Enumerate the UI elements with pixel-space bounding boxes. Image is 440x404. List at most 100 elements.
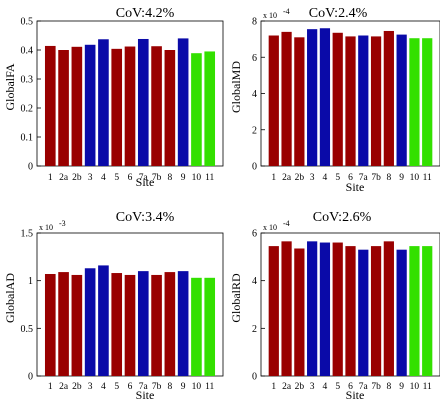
y-tick-label: 0.5 [21,17,34,28]
x-tick-label: 3 [310,173,315,183]
bar-site-4 [98,265,109,376]
bar-site-5 [111,48,123,167]
y-tick-label: 0 [252,372,257,383]
x-tick-label: 8 [167,173,172,183]
axis-exponent-label: x 10 [263,11,277,20]
chart-title: CoV:3.4% [116,210,175,225]
x-tick-label: 2a [59,173,69,183]
chart-title: CoV:4.2% [116,6,175,21]
axis-exponent-power: -4 [283,7,290,16]
x-tick-label: 5 [114,173,119,183]
bar-site-2a [281,31,292,166]
x-tick-label: 6 [128,173,133,183]
bar-site-3 [307,241,318,376]
panel-global-fa: CoV:4.2% GlobalFA Site 0 0.1 0.2 0.3 0.4 0.5 1… [3,6,224,189]
x-tick-label: 5 [114,382,119,392]
bar-site-7a [358,35,369,166]
y-tick-label: 1 [28,276,33,287]
bar-site-1 [44,45,56,166]
y-axis-label: GlobalRD [229,273,243,323]
x-tick-label: 11 [205,382,214,392]
x-tick-label: 4 [101,382,106,392]
bar-site-4 [319,28,331,166]
bar-site-1 [44,273,56,376]
y-tick-label: 0.2 [21,104,34,115]
x-tick-label: 3 [88,382,93,392]
x-tick-label: 1 [271,382,276,392]
bar-site-6 [124,46,136,166]
y-tick-label: 0.4 [21,46,34,57]
y-tick-label: 8 [252,17,257,28]
x-tick-label: 9 [399,173,404,183]
x-tick-label: 5 [335,173,340,183]
x-tick-label: 4 [323,382,328,392]
x-tick-label: 9 [181,382,186,392]
x-tick-label: 2b [295,173,305,183]
x-tick-label: 8 [386,382,391,392]
bar-site-9 [396,249,407,376]
bar-site-11 [422,246,433,376]
x-tick-label: 2a [282,382,292,392]
y-tick-label: 2 [252,324,257,335]
bar-site-8 [164,272,176,376]
x-tick-label: 2b [72,173,82,183]
x-tick-label: 7a [359,173,369,183]
bar-site-10 [191,53,202,166]
bar-site-11 [422,38,433,166]
bar-site-11 [204,277,216,376]
x-axis-label: Site [346,388,365,402]
bar-site-6 [124,274,136,376]
x-axis-label: Site [346,180,365,194]
bar-site-7b [151,274,162,376]
bar-site-7a [137,271,149,376]
x-tick-label: 7b [152,173,162,183]
axis-exponent-label: x 10 [39,223,53,232]
x-tick-label: 2a [59,382,69,392]
x-tick-label: 9 [399,382,404,392]
y-tick-label: 6 [252,229,257,240]
bar-site-7b [370,246,382,376]
bar-site-1 [268,246,279,376]
bar-site-10 [409,38,420,166]
x-tick-label: 7b [371,173,381,183]
x-axis-label: Site [136,175,155,189]
bar-site-3 [84,268,96,376]
bar-site-3 [84,44,96,166]
y-tick-label: 4 [252,276,257,287]
y-tick-label: 0 [28,372,33,383]
panel-global-ad: CoV:3.4% GlobalAD Site 0 0.5 1 1.5 x 10 -3 1 2a… [3,210,224,402]
bar-site-5 [332,242,343,376]
x-tick-label: 7a [139,173,149,183]
x-axis-label: Site [136,388,155,402]
y-tick-label: 2 [252,125,257,136]
bar-site-11 [204,51,216,167]
bar-site-7b [151,46,162,167]
bar-site-8 [164,50,176,166]
x-tick-label: 3 [88,173,93,183]
bar-site-7b [370,36,382,166]
bar-site-2a [58,50,69,166]
y-tick-label: 0.1 [21,133,34,144]
bar-site-2b [71,46,83,167]
x-tick-label: 10 [192,382,202,392]
chart-title: CoV:2.4% [309,6,368,21]
x-tick-label: 4 [323,173,328,183]
x-tick-label: 8 [386,173,391,183]
bar-site-5 [332,32,343,166]
x-tick-label: 11 [205,173,214,183]
x-tick-label: 7b [371,382,381,392]
bar-site-2b [294,248,305,376]
x-tick-label: 11 [423,382,432,392]
bar-site-9 [396,34,407,166]
bar-site-2b [294,37,305,166]
x-tick-label: 6 [128,382,133,392]
x-tick-label: 4 [101,173,106,183]
x-tick-label: 8 [167,382,172,392]
x-tick-label: 3 [310,382,315,392]
x-tick-label: 10 [192,173,202,183]
x-tick-label: 1 [48,173,53,183]
bar-site-9 [177,38,189,166]
bar-site-2a [281,241,292,376]
